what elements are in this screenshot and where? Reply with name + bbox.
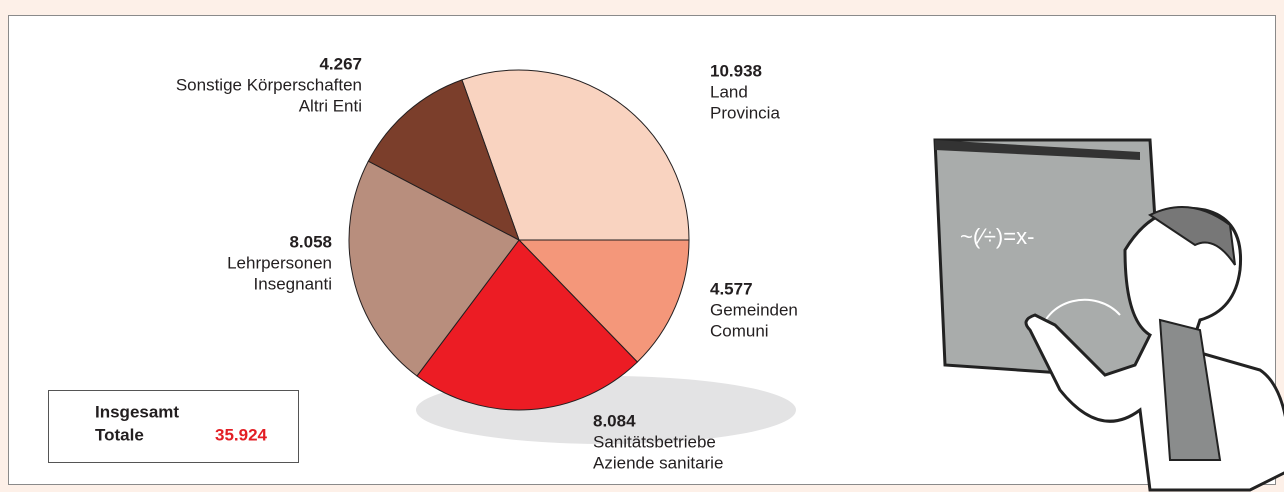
board-scribble: ~(⁄÷)=x- (960, 224, 1034, 249)
category-label: Gemeinden (710, 300, 798, 319)
category-label: Lehrpersonen (227, 253, 332, 272)
total-value: 35.924 (215, 425, 268, 444)
value-label: 10.938 (710, 61, 762, 80)
chart: Insgesamt Totale 35.924 ~(⁄÷)=x- 10.938 L… (0, 0, 1284, 492)
category-label: Aziende sanitarie (593, 453, 723, 472)
value-label: 8.084 (593, 411, 636, 430)
value-label: 8.058 (289, 232, 332, 251)
category-label: Sonstige Körperschaften (176, 75, 362, 94)
value-label: 4.577 (710, 279, 753, 298)
category-label: Provincia (710, 103, 780, 122)
category-label: Land (710, 82, 748, 101)
total-title: Insgesamt (95, 402, 179, 421)
category-label: Insegnanti (254, 274, 332, 293)
category-label: Sanitätsbetriebe (593, 432, 716, 451)
category-label: Comuni (710, 321, 769, 340)
total-title: Totale (95, 425, 144, 444)
category-label: Altri Enti (299, 96, 362, 115)
value-label: 4.267 (319, 54, 362, 73)
